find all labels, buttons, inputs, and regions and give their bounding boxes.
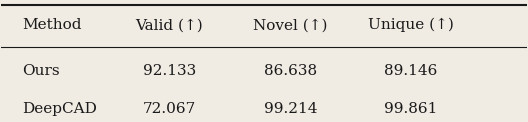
Text: 99.214: 99.214	[263, 102, 317, 116]
Text: 99.861: 99.861	[384, 102, 438, 116]
Text: 89.146: 89.146	[384, 64, 438, 78]
Text: Ours: Ours	[22, 64, 60, 78]
Text: Unique (↑): Unique (↑)	[368, 18, 454, 32]
Text: 86.638: 86.638	[263, 64, 317, 78]
Text: 72.067: 72.067	[143, 102, 196, 116]
Text: Valid (↑): Valid (↑)	[136, 18, 203, 32]
Text: Method: Method	[22, 18, 82, 32]
Text: 92.133: 92.133	[143, 64, 196, 78]
Text: Novel (↑): Novel (↑)	[253, 18, 327, 32]
Text: DeepCAD: DeepCAD	[22, 102, 97, 116]
